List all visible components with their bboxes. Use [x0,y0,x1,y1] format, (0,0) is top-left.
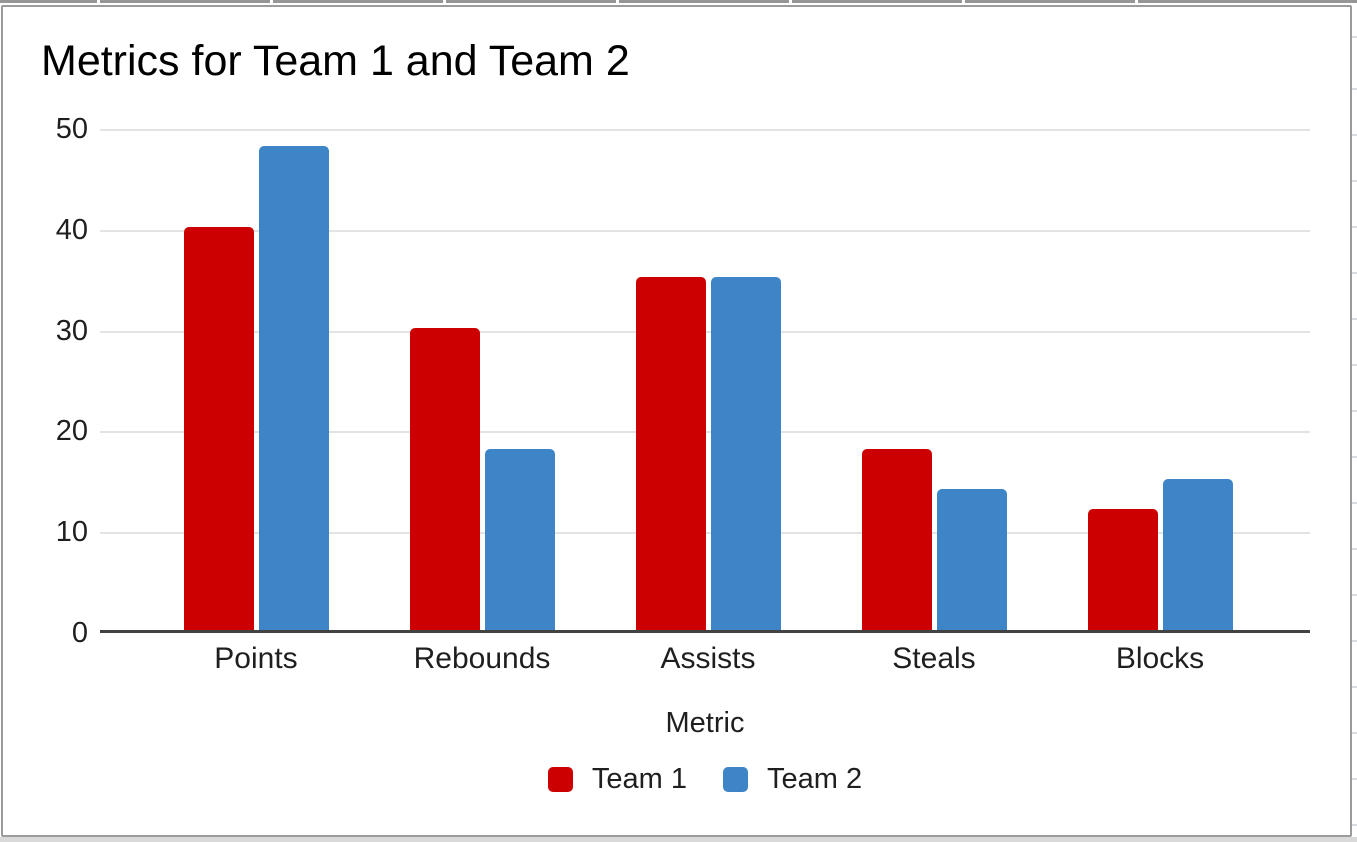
sheet-bottom-edge [0,837,1357,842]
bar-team-2-blocks[interactable] [1162,479,1233,630]
plot-area [100,129,1310,633]
gridline-40 [100,229,1310,232]
x-axis-category-labels: Points Rebounds Assists Steals Blocks [143,641,1273,677]
y-tick-label-20: 20 [55,415,88,448]
y-tick-label-40: 40 [55,213,88,246]
bar-team-2-assists[interactable] [710,277,781,630]
y-tick-label-30: 30 [55,314,88,347]
chart-card[interactable]: Metrics for Team 1 and Team 2 0 10 20 30 40 5… [1,5,1352,837]
bar-team-1-blocks[interactable] [1087,509,1158,630]
bar-bands [143,129,1273,630]
category-label-rebounds: Rebounds [413,642,551,675]
y-tick-label-10: 10 [55,516,88,549]
bar-pair-points [183,129,329,630]
bar-pair-blocks [1087,129,1233,630]
legend-label-team-2: Team 2 [767,762,863,795]
bar-team-1-steals[interactable] [861,449,932,630]
bar-team-1-assists[interactable] [635,277,706,630]
sheet-top-edge [0,0,1357,3]
category-label-blocks: Blocks [1115,642,1205,675]
bar-group-rebounds [369,129,595,630]
bar-team-2-rebounds[interactable] [484,449,555,630]
bar-group-points [143,129,369,630]
gridline-50 [100,129,1310,131]
x-axis-title: Metric [665,707,745,739]
bar-team-1-points[interactable] [183,227,254,630]
y-tick-label-50: 50 [55,113,88,145]
legend-swatch-team-2 [723,766,748,792]
legend: Team 1 Team 2 [100,762,1310,795]
category-label-points: Points [214,642,298,675]
bar-team-2-steals[interactable] [936,489,1007,630]
bar-group-steals [821,129,1047,630]
category-label-assists: Assists [660,642,756,675]
bar-pair-steals [861,129,1007,630]
chart-title: Metrics for Team 1 and Team 2 [41,37,630,85]
bar-pair-assists [635,129,781,630]
category-label-steals: Steals [892,642,976,675]
bar-pair-rebounds [409,129,555,630]
bar-team-2-points[interactable] [258,146,329,630]
legend-swatch-team-1 [547,766,573,792]
bar-group-assists [595,129,821,630]
bar-team-1-rebounds[interactable] [409,328,480,630]
sheet-right-edge [1352,3,1357,837]
legend-item-team-1[interactable]: Team 1 [547,762,687,795]
bar-group-blocks [1047,129,1273,630]
y-tick-label-0: 0 [71,617,88,649]
legend-item-team-2[interactable]: Team 2 [723,762,863,795]
legend-label-team-1: Team 1 [591,762,687,795]
